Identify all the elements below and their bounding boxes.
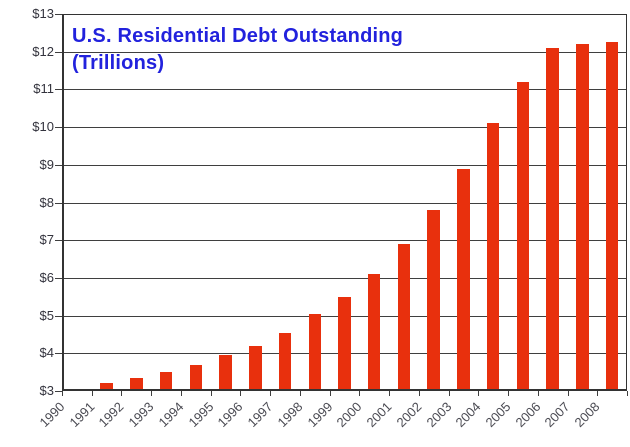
bar-1997 — [278, 332, 292, 391]
gridline-$11 — [62, 89, 627, 91]
x-axis-label-2004: 2004 — [452, 399, 484, 431]
y-tick-label-$13: $13 — [32, 6, 54, 21]
x-axis-label-1995: 1995 — [185, 399, 217, 431]
x-tick-11 — [389, 391, 391, 396]
gridline-$7 — [62, 240, 627, 242]
y-tick-label-$7: $7 — [39, 232, 54, 248]
bar-2008 — [605, 42, 619, 391]
bar-1999 — [338, 296, 351, 391]
x-axis-label-1999: 1999 — [304, 399, 336, 431]
x-axis-label-1994: 1994 — [155, 399, 187, 431]
x-axis-label-1996: 1996 — [214, 399, 246, 431]
chart-title: U.S. Residential Debt Outstanding (Trill… — [72, 23, 403, 77]
gridline-$12 — [62, 51, 627, 53]
x-tick-8 — [299, 391, 301, 396]
y-tick-$10 — [55, 127, 62, 129]
x-axis-label-1992: 1992 — [95, 399, 127, 431]
x-tick-12 — [418, 391, 420, 396]
x-axis-label-2005: 2005 — [482, 399, 514, 431]
y-tick-$4 — [55, 353, 62, 355]
y-tick-$5 — [55, 315, 62, 317]
x-axis-label-1998: 1998 — [274, 399, 306, 431]
y-tick-label-$4: $4 — [39, 345, 54, 361]
x-tick-4 — [180, 391, 182, 396]
x-tick-15 — [508, 391, 510, 396]
y-tick-$7 — [55, 240, 62, 242]
chart-title-line2: (Trillions) — [72, 52, 165, 74]
x-axis-label-1993: 1993 — [125, 399, 157, 431]
y-tick-$13 — [55, 14, 62, 15]
x-tick-5 — [210, 391, 212, 396]
x-tick-19 — [627, 391, 628, 396]
y-tick-$8 — [55, 202, 62, 204]
y-tick-label-$5: $5 — [39, 307, 54, 323]
bar-1992 — [130, 377, 143, 391]
x-tick-3 — [151, 391, 153, 396]
x-axis-label-1997: 1997 — [244, 399, 276, 431]
x-axis-label-1991: 1991 — [66, 399, 98, 431]
gridline-$6 — [62, 277, 627, 279]
bar-2004 — [486, 123, 500, 391]
bar-1996 — [249, 345, 262, 391]
y-tick-label-$3: $3 — [39, 383, 54, 398]
y-tick-$12 — [55, 51, 62, 53]
y-tick-label-$10: $10 — [32, 119, 54, 135]
x-tick-14 — [478, 391, 480, 396]
x-tick-17 — [567, 391, 569, 396]
y-tick-label-$12: $12 — [32, 43, 54, 59]
gridline-$8 — [62, 202, 627, 204]
bar-2003 — [457, 168, 470, 391]
x-tick-10 — [359, 391, 361, 396]
x-tick-9 — [329, 391, 331, 396]
y-tick-label-$9: $9 — [39, 156, 54, 172]
x-axis-label-2000: 2000 — [333, 399, 365, 431]
x-tick-16 — [537, 391, 539, 396]
bar-1995 — [219, 355, 232, 391]
x-axis-label-1990: 1990 — [36, 399, 68, 431]
y-tick-label-$8: $8 — [39, 194, 54, 210]
x-tick-7 — [270, 391, 272, 396]
x-axis-label-2003: 2003 — [423, 399, 455, 431]
y-tick-$9 — [55, 164, 62, 166]
x-axis-label-2006: 2006 — [512, 399, 544, 431]
bar-2001 — [397, 243, 411, 391]
x-tick-2 — [121, 391, 123, 396]
bar-1990 — [70, 389, 84, 391]
y-tick-label-$6: $6 — [39, 269, 54, 285]
x-tick-13 — [448, 391, 450, 396]
x-tick-6 — [240, 391, 242, 396]
x-tick-1 — [91, 391, 93, 396]
chart-title-line1: U.S. Residential Debt Outstanding — [72, 25, 404, 47]
y-tick-label-$11: $11 — [33, 81, 54, 97]
x-axis-label-2007: 2007 — [541, 399, 574, 431]
bar-1993 — [159, 372, 173, 391]
x-tick-0 — [62, 391, 63, 396]
x-axis-label-2001: 2001 — [363, 399, 395, 431]
gridline-$10 — [62, 127, 627, 129]
bar-2000 — [367, 274, 381, 391]
bar-2007 — [576, 44, 589, 391]
y-tick-$11 — [55, 89, 62, 91]
bar-1998 — [308, 313, 321, 391]
bar-2005 — [516, 81, 530, 391]
bar-2002 — [427, 210, 440, 391]
bar-1991 — [100, 383, 113, 391]
bar-1994 — [189, 364, 203, 391]
gridline-$9 — [62, 164, 627, 166]
y-tick-$6 — [55, 277, 62, 279]
x-axis-label-2002: 2002 — [393, 399, 425, 431]
x-axis-label-2008: 2008 — [571, 399, 603, 431]
x-tick-18 — [597, 391, 599, 396]
bar-2006 — [546, 47, 559, 391]
y-tick-$3 — [55, 391, 62, 392]
